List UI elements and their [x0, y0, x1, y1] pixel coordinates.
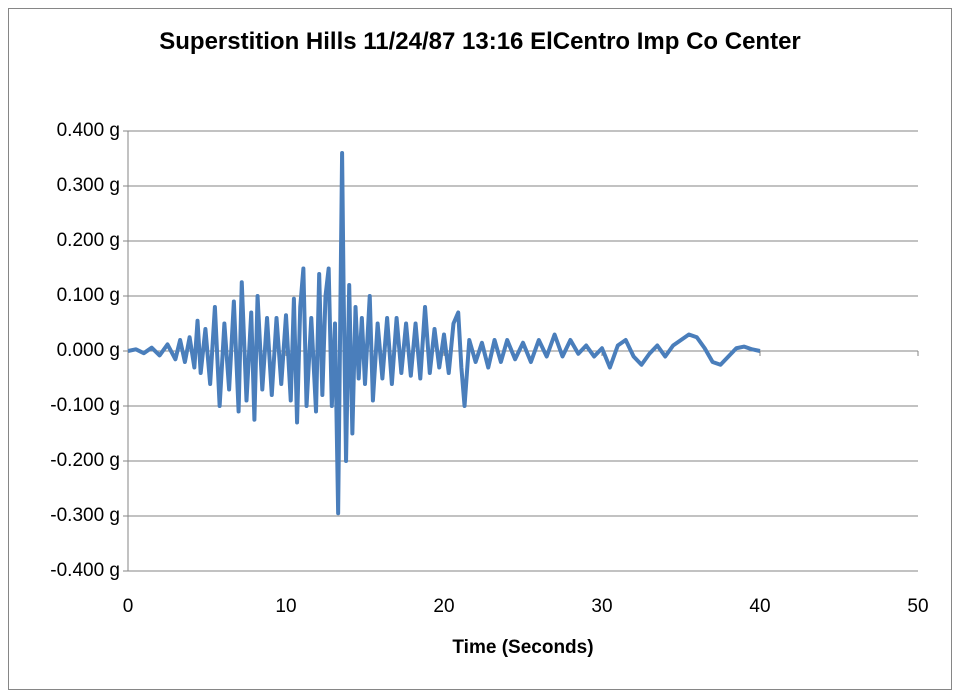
- y-tick-label: -0.100 g: [50, 395, 120, 416]
- chart-title: Superstition Hills 11/24/87 13:16 ElCent…: [159, 28, 801, 55]
- y-tick-label: 0.300 g: [57, 175, 120, 196]
- y-tick-label: 0.200 g: [57, 230, 120, 251]
- y-tick-label: -0.400 g: [50, 560, 120, 581]
- y-tick-label: -0.200 g: [50, 450, 120, 471]
- chart-frame: [8, 8, 952, 690]
- x-tick-label: 40: [749, 596, 770, 617]
- x-axis-label: Time (Seconds): [452, 637, 593, 658]
- x-tick-label: 10: [275, 596, 296, 617]
- y-tick-label: 0.400 g: [57, 120, 120, 141]
- y-tick-label: 0.100 g: [57, 285, 120, 306]
- x-tick-label: 30: [591, 596, 612, 617]
- x-tick-label: 20: [433, 596, 454, 617]
- data-line: [127, 151, 761, 516]
- y-tick-label: 0.000 g: [57, 340, 120, 361]
- x-tick-label: 0: [123, 596, 134, 617]
- x-tick-label: 50: [907, 596, 928, 617]
- y-tick-label: -0.300 g: [50, 505, 120, 526]
